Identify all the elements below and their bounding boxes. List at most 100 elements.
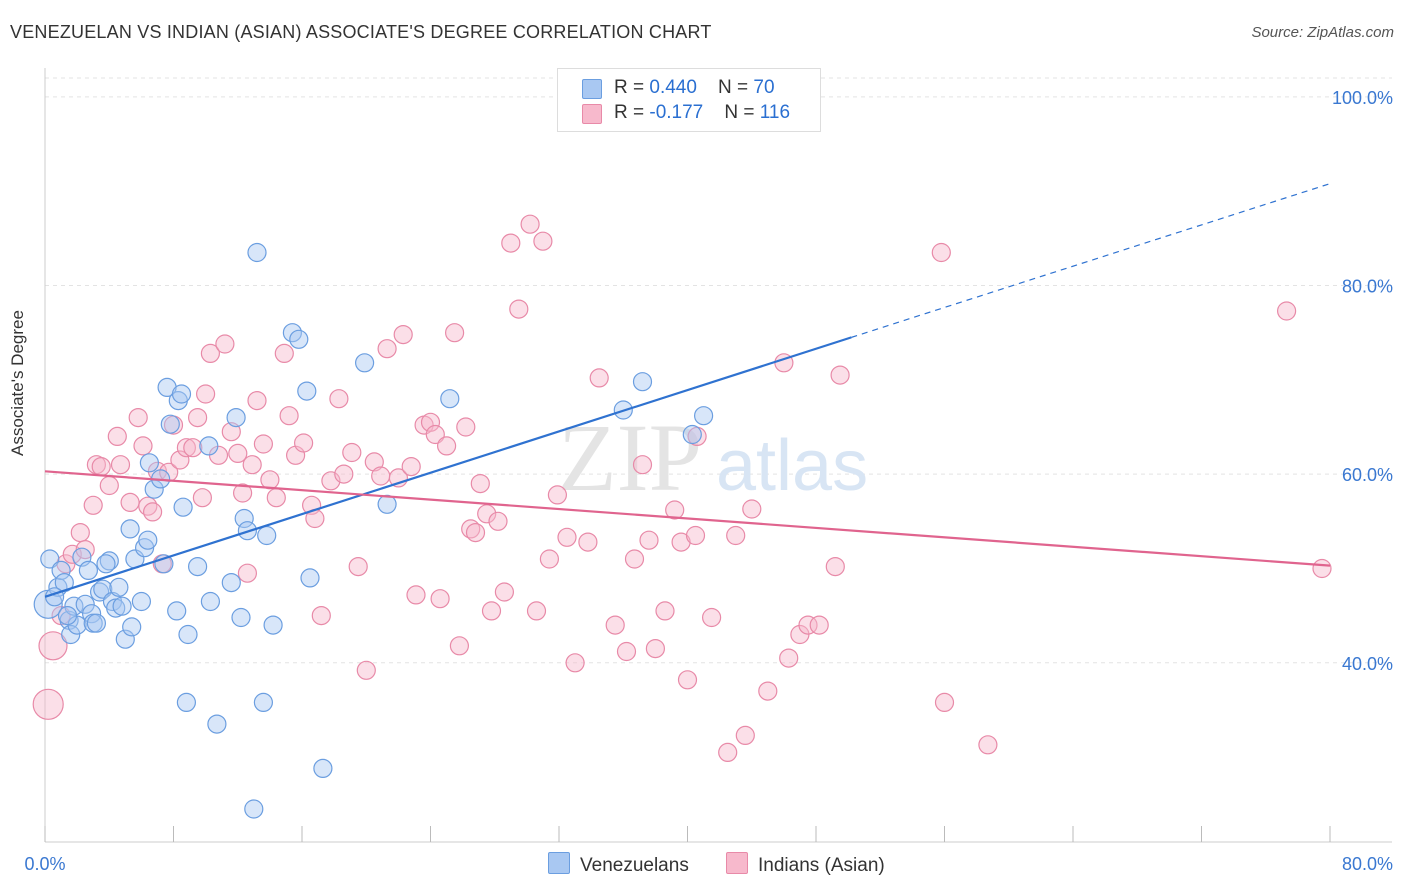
indian-point (192, 488, 212, 508)
venezuelan-point (693, 406, 714, 426)
venezuelan-point (200, 591, 220, 612)
indian-point (279, 406, 299, 426)
indian-point (377, 339, 397, 359)
legend-n-value: 70 (753, 77, 775, 98)
venezuelan-point (173, 497, 193, 517)
indian-point (639, 530, 659, 550)
indian-point (260, 470, 280, 490)
indian-point (565, 653, 585, 673)
indian-point (188, 408, 208, 428)
indian-point (830, 365, 850, 385)
x-tick-label: 80.0% (1342, 854, 1393, 874)
indian-point (200, 343, 220, 363)
legend-swatch-indian (582, 104, 602, 124)
watermark-atlas: atlas (716, 426, 868, 506)
venezuelan-point (112, 596, 132, 616)
indian-point (329, 389, 349, 409)
indian-point (701, 607, 722, 628)
venezuelan-point (313, 758, 333, 779)
venezuelan-point (120, 519, 140, 539)
venezuelan-point (57, 605, 78, 626)
indian-point (488, 511, 508, 531)
indian-point (91, 457, 111, 477)
indian-point (70, 522, 90, 543)
indian-point (237, 563, 257, 583)
indian-point (978, 735, 998, 755)
indian-point (742, 499, 762, 519)
venezuelan-point (682, 424, 702, 445)
indian-point (533, 231, 553, 251)
indian-point (133, 436, 153, 456)
venezuelan-point (632, 372, 653, 392)
venezuelan-point (440, 389, 460, 409)
y-tick-label: 40.0% (1342, 654, 1393, 674)
indian-point (170, 450, 190, 470)
indian-point (520, 214, 540, 234)
venezuelan-trend-line (44, 336, 852, 598)
venezuelan-point (115, 629, 135, 649)
y-tick-label: 80.0% (1342, 277, 1393, 297)
indian-point (107, 426, 127, 446)
indian-point (371, 466, 391, 486)
venezuelan-point (51, 560, 71, 581)
indian-point (176, 438, 196, 458)
trend-lines (44, 183, 1331, 598)
indian-point (779, 648, 799, 668)
venezuelan-point (139, 453, 159, 473)
indian-point (247, 391, 267, 411)
indian-point (120, 492, 140, 512)
indian-trend-line (44, 470, 1331, 567)
indian-point (645, 638, 666, 659)
indian-point (624, 549, 645, 569)
venezuelan-point (234, 508, 254, 529)
venezuelan-point (89, 582, 110, 602)
bottom-legend-venezuelans: Venezuelans (548, 852, 689, 877)
legend-r-label: R = (614, 102, 650, 123)
y-tick-label: 60.0% (1342, 465, 1393, 485)
indian-point (547, 485, 568, 505)
indian-point (578, 532, 598, 552)
watermark-zip: ZIP (558, 404, 702, 511)
indian-point (32, 688, 64, 720)
indian-point (934, 692, 955, 713)
indian-point (449, 636, 469, 656)
venezuelan-point (221, 572, 241, 593)
indian-point (128, 408, 148, 428)
indian-point (196, 384, 216, 404)
bottom-legend-label-venezuelans: Venezuelans (580, 855, 689, 876)
indian-point (465, 522, 486, 543)
indian-point (605, 615, 625, 635)
indian-point (221, 422, 241, 442)
bottom-legend-label-indians: Indians (Asian) (758, 855, 885, 876)
indian-point (311, 605, 331, 626)
indian-point (501, 233, 521, 253)
venezuelan-point (61, 624, 81, 645)
indian-point (274, 343, 294, 363)
legend-n-label: N = (724, 102, 760, 123)
indian-point (266, 488, 286, 508)
indian-point (99, 475, 119, 496)
indian-point (38, 631, 68, 661)
indian-point (685, 525, 706, 546)
indian-point (1276, 301, 1297, 321)
indian-point (931, 242, 951, 263)
indian-point (665, 500, 685, 520)
indian-point (183, 438, 203, 458)
indian-point (718, 742, 738, 763)
venezuelan-trend-extension (851, 183, 1331, 338)
indian-point (401, 457, 421, 477)
indian-point (456, 417, 476, 437)
venezuelan-point (171, 384, 192, 404)
bottom-legend-swatch-venezuelans (548, 852, 570, 874)
indian-point (242, 455, 262, 475)
indian-point (616, 641, 637, 662)
indian-point (655, 601, 675, 621)
indian-point (228, 443, 248, 463)
venezuelan-point (96, 554, 116, 574)
indian-point (1312, 558, 1332, 579)
venezuelan-point (253, 692, 273, 713)
legend-r-label: R = (614, 77, 650, 98)
venezuelan-point (257, 525, 277, 546)
venezuelan-point (176, 692, 196, 713)
tick-labels: 40.0% 60.0% 80.0% 100.0% 0.0% 80.0% (24, 88, 1393, 874)
